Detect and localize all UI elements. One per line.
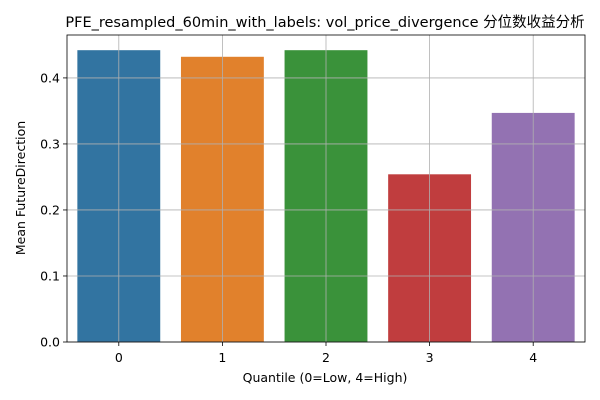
y-tick-label: 0.3 (40, 136, 60, 151)
x-tick-label: 4 (529, 350, 537, 365)
x-axis-label: Quantile (0=Low, 4=High) (243, 370, 408, 385)
y-tick-label: 0.1 (40, 268, 60, 283)
x-tick-label: 2 (322, 350, 330, 365)
chart-title: PFE_resampled_60min_with_labels: vol_pri… (65, 14, 584, 31)
x-tick-label: 1 (218, 350, 226, 365)
y-axis-label: Mean FutureDirection (13, 121, 28, 255)
y-tick-label: 0.4 (40, 70, 60, 85)
plot-area: 0.0 0.1 0.2 0.3 0.4 0 1 2 3 4 (40, 34, 586, 365)
y-tick-label: 0.2 (40, 202, 60, 217)
y-tick-label: 0.0 (40, 335, 60, 350)
x-tick-label: 0 (115, 350, 123, 365)
x-tick-label: 3 (426, 350, 434, 365)
